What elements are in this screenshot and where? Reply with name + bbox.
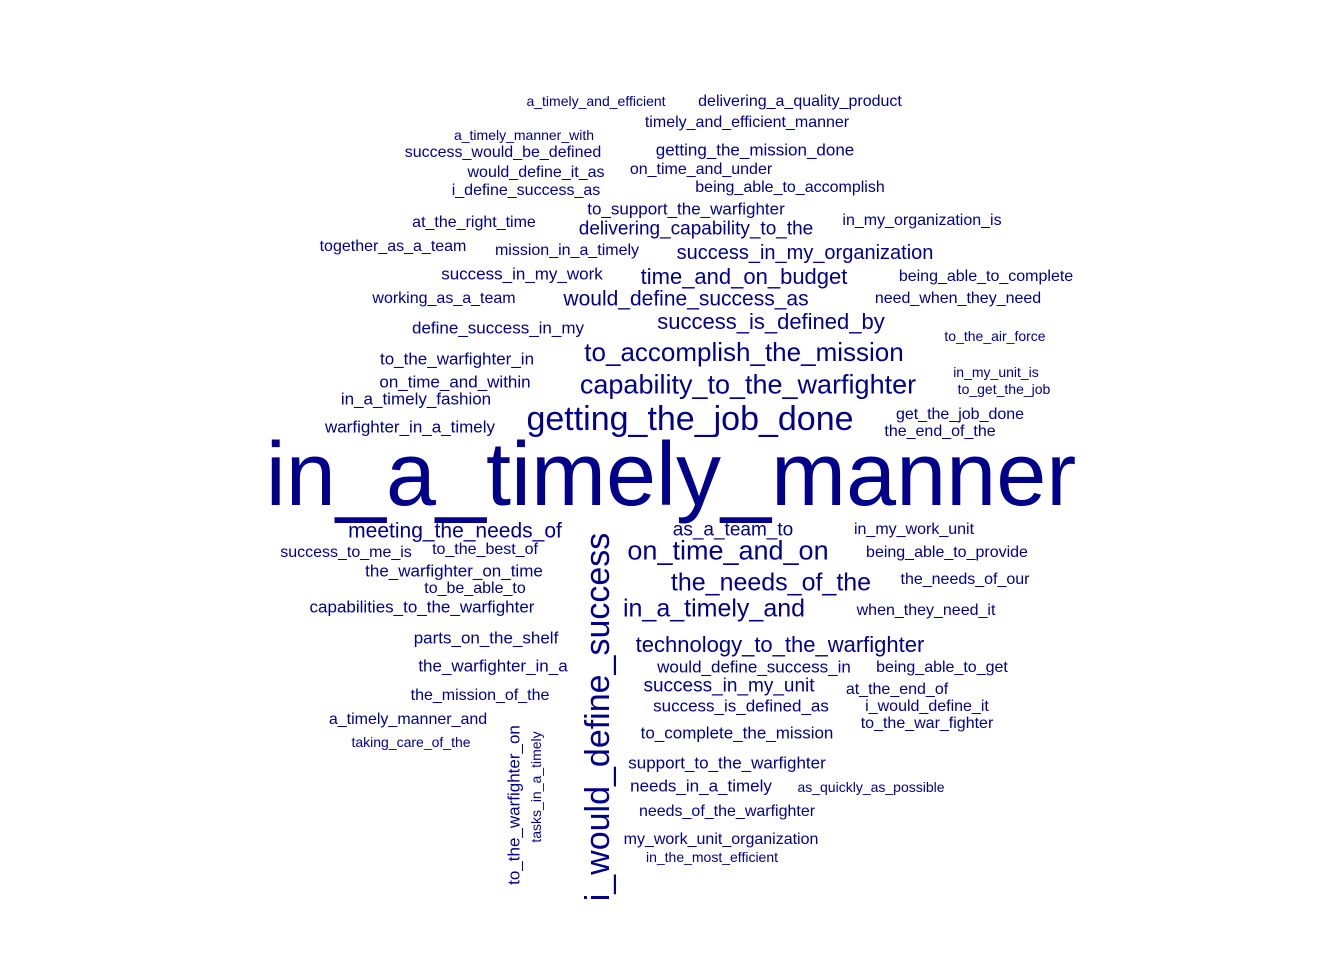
word-cloud-term: need_when_they_need: [874, 290, 1042, 307]
word-cloud-term: success_is_defined_as: [653, 696, 829, 716]
word-cloud-term: being_able_to_provide: [866, 544, 1028, 561]
word-cloud-term: being_able_to_accomplish: [695, 179, 885, 196]
word-cloud-term: success_would_be_defined: [404, 144, 602, 161]
word-cloud-term: getting_the_job_done: [526, 400, 854, 438]
word-cloud-term: the_warfighter_on_time: [365, 561, 543, 581]
word-cloud-term: technology_to_the_warfighter: [635, 632, 925, 657]
word-cloud-term: a_timely_and_efficient: [526, 93, 666, 109]
word-cloud-term: delivering_a_quality_product: [698, 93, 902, 110]
word-cloud-term: capability_to_the_warfighter: [579, 369, 917, 400]
word-cloud-term: together_as_a_team: [319, 238, 467, 255]
word-cloud-term: on_time_and_on: [627, 535, 829, 566]
word-cloud-term: success_to_me_is: [280, 544, 412, 561]
word-cloud-term: in_the_most_efficient: [645, 849, 779, 865]
word-cloud-term: meeting_the_needs_of: [348, 519, 562, 543]
word-cloud-term: in_my_unit_is: [953, 364, 1039, 380]
word-cloud-term: the_end_of_the: [884, 423, 996, 440]
word-cloud-term: my_work_unit_organization: [623, 831, 819, 848]
word-cloud-term: the_needs_of_our: [900, 571, 1030, 588]
word-cloud-term: needs_of_the_warfighter: [638, 803, 816, 820]
word-cloud-term: to_be_able_to: [424, 580, 526, 597]
word-cloud-term: to_get_the_job: [957, 381, 1051, 397]
word-cloud-term: to_the_warfighter_in: [379, 349, 535, 369]
word-cloud-term: would_define_success_as: [563, 287, 809, 311]
word-cloud-term: would_define_success_in: [657, 657, 851, 677]
word-cloud-term: capabilities_to_the_warfighter: [309, 597, 535, 617]
word-cloud-term: success_in_my_unit: [643, 675, 815, 697]
word-cloud-term: getting_the_mission_done: [655, 140, 855, 160]
word-cloud-term: time_and_on_budget: [640, 264, 848, 289]
word-cloud-term: in_my_work_unit: [853, 521, 975, 538]
word-cloud-term: being_able_to_complete: [898, 268, 1074, 285]
word-cloud-term: the_needs_of_the: [670, 568, 872, 597]
word-cloud-term: i_would_define_success: [579, 532, 617, 902]
word-cloud-term: as_a_team_to: [672, 519, 794, 541]
word-cloud-term: to_complete_the_mission: [640, 723, 834, 743]
word-cloud-term: in_my_organization_is: [842, 212, 1002, 229]
word-cloud-term: success_is_defined_by: [657, 309, 885, 334]
word-cloud-term: warfighter_in_a_timely: [324, 417, 496, 437]
word-cloud-term: needs_in_a_timely: [630, 776, 772, 796]
word-cloud-term: support_to_the_warfighter: [628, 753, 826, 773]
word-cloud-term: at_the_end_of: [845, 681, 949, 698]
word-cloud-term: parts_on_the_shelf: [413, 628, 559, 648]
word-cloud-term: tasks_in_a_timely: [528, 731, 544, 843]
word-cloud-term: i_would_define_it: [865, 698, 989, 715]
word-cloud-term: taking_care_of_the: [351, 734, 471, 750]
word-cloud-term: working_as_a_team: [372, 290, 516, 307]
word-cloud-term: to_the_air_force: [944, 328, 1046, 344]
word-cloud-term: delivering_capability_to_the: [578, 218, 814, 240]
word-cloud-term: define_success_in_my: [412, 318, 584, 338]
word-cloud-term: to_accomplish_the_mission: [584, 337, 904, 367]
word-cloud-term: in_a_timely_fashion: [340, 389, 492, 409]
word-cloud-term: to_the_war_fighter: [860, 715, 994, 732]
word-cloud-term: on_time_and_within: [379, 372, 531, 392]
word-cloud-term: in_a_timely_manner: [265, 425, 1077, 525]
word-cloud-term: on_time_and_under: [629, 161, 773, 178]
word-cloud-term: the_mission_of_the: [410, 687, 550, 704]
word-cloud-term: in_a_timely_and: [622, 594, 806, 623]
word-cloud-term: timely_and_efficient_manner: [644, 114, 850, 131]
word-cloud-term: success_in_my_organization: [676, 242, 934, 264]
word-cloud-term: at_the_right_time: [412, 214, 536, 231]
word-cloud-term: the_warfighter_in_a: [418, 656, 568, 676]
word-cloud-term: i_define_success_as: [451, 182, 601, 199]
word-cloud-term: a_timely_manner_and: [328, 711, 488, 728]
word-cloud-term: mission_in_a_timely: [494, 242, 640, 259]
word-cloud-term: to_the_best_of: [432, 541, 538, 558]
word-cloud-term: as_quickly_as_possible: [797, 779, 945, 795]
word-cloud-term: get_the_job_done: [895, 406, 1025, 423]
word-cloud-term: to_the_warfighter_on: [504, 725, 524, 885]
word-cloud-term: a_timely_manner_with: [453, 127, 595, 143]
word-cloud-term: would_define_it_as: [467, 164, 605, 181]
word-cloud-term: being_able_to_get: [876, 659, 1008, 676]
word-cloud-term: to_support_the_warfighter: [587, 199, 785, 219]
word-cloud-term: when_they_need_it: [856, 602, 996, 619]
word-cloud-term: success_in_my_work: [441, 264, 603, 284]
